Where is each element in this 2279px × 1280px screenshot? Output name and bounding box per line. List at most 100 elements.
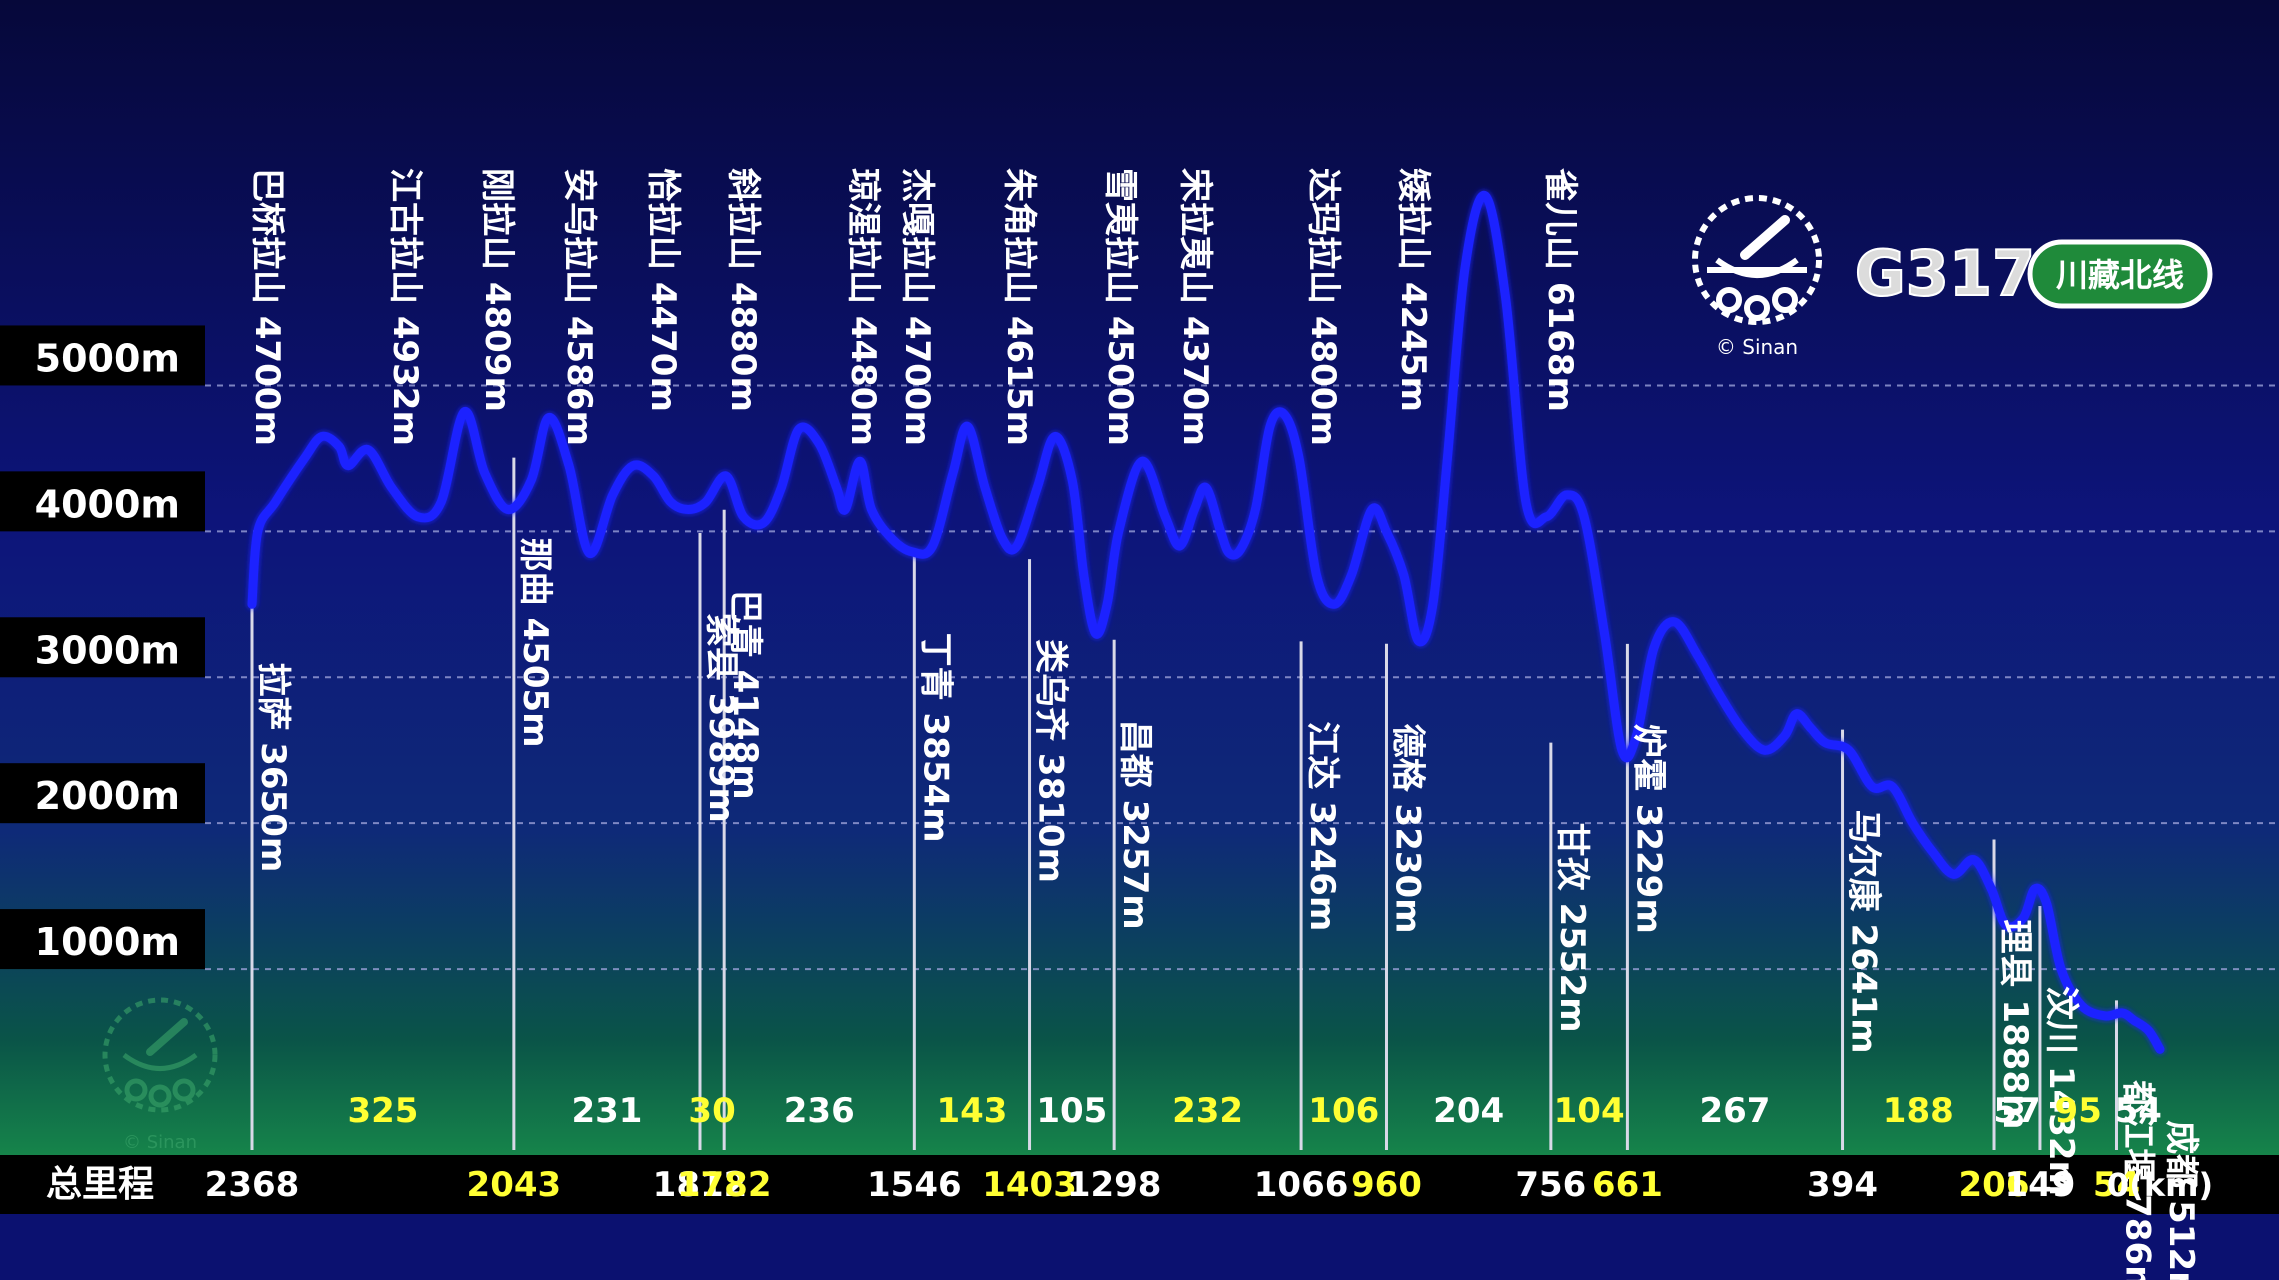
town-label-text: 江达 3246m [1302,721,1342,931]
town-label: 索县 3989m [701,613,741,823]
elevation-line [247,190,2165,1054]
km-marker-label: 394 [1807,1165,1878,1205]
town-label: 昌都 3257m [1115,720,1155,930]
total-distance-label: 总里程 [46,1164,154,1205]
pass-label: 斜拉山 4880m [723,168,763,412]
pass-label: 刚拉山 4809m [477,168,517,412]
town-label: 成都 512m [2161,1120,2201,1280]
y-tick-label: 1000m [35,920,180,964]
route-code: G317 [1855,237,2035,310]
y-tick-box [0,325,205,386]
pass-label-text: 琼湦拉山 4480m [843,168,883,446]
town-label-text: 类乌齐 3810m [1031,639,1071,883]
pass-label-text: 杰嘎拉山 4700m [897,168,937,446]
pass-label: 江古拉山 4932m [385,168,425,446]
km-marker-label: 1812 [653,1165,748,1205]
segment-distance-label: 236 [784,1091,855,1131]
town-label: 都江堰 786m [2117,1079,2157,1280]
km-marker-label: 1546 [867,1165,962,1205]
km-marker-label: 1066 [1254,1165,1349,1205]
town-label: 类乌齐 3810m [1031,639,1071,883]
pass-label-text: 朱角拉山 4615m [999,168,1039,446]
km-marker-label: 206 [1959,1165,2030,1205]
route-name: 川藏北线 [2056,256,2184,294]
pass-label: 安乌拉山 4586m [559,168,599,446]
segment-distance-label: 95 [2055,1091,2102,1131]
segment-distance-label: 267 [1699,1091,1770,1131]
bottom-band [0,1214,2279,1280]
town-label: 江达 3246m [1302,721,1342,931]
segment-distance-label: 188 [1883,1091,1954,1131]
km-marker-label: 960 [1351,1165,1422,1205]
pass-label-text: 巴桥拉山 4700m [247,168,287,446]
y-tick-box [0,617,205,678]
km-marker-label: 756 [1515,1165,1586,1205]
pass-labels: 巴桥拉山 4700m 江古拉山 4932m 刚拉山 4809m 安乌拉山 4586m 恰… [247,168,1580,446]
pass-label-text: 恰拉山 4470m [643,168,683,412]
km-unit-label: 0(km) [2107,1166,2213,1204]
town-label-text: 昌都 3257m [1115,720,1155,930]
km-marker-label: 2368 [205,1165,300,1205]
pass-label-text: 雪夷拉山 4500m [1100,168,1140,446]
town-label: 德格 3230m [1387,724,1427,934]
town-label-text: 丁青 3854m [915,633,955,843]
town-label-text: 甘孜 2552m [1552,823,1592,1033]
y-tick-label: 5000m [35,336,180,380]
km-marker-label: 149 [2004,1165,2075,1205]
segment-distance-labels: 325 231 30 236 143 105 232 106 204 104 267 188 57 95 5… [347,1091,2161,1131]
sinan-logo-icon [1692,195,1822,325]
total-distance-bar [0,1155,2279,1214]
pass-label: 雀儿山 6168m [1540,168,1580,412]
town-label: 汶川 1432m [2041,986,2081,1196]
segment-distance-label: 57 [1993,1091,2040,1131]
pass-label-text: 刚拉山 4809m [477,168,517,412]
town-label: 马尔康 2641m [1844,810,1884,1054]
segment-distance-label: 106 [1308,1091,1379,1131]
pass-label: 琼湦拉山 4480m [843,168,883,446]
town-label-text: 巴青 4148m [725,590,765,800]
town-label: 理县 1888m [1995,920,2035,1130]
town-label: 那曲 4505m [515,538,555,748]
town-label-text: 汶川 1432m [2041,986,2081,1196]
town-label-text: 那曲 4505m [515,538,555,748]
town-label: 巴青 4148m [725,590,765,800]
pass-label-text: 宋拉夷山 4370m [1175,168,1215,446]
km-marker-label: 1298 [1067,1165,1162,1205]
town-label-text: 成都 512m [2161,1120,2201,1280]
chart-background [0,0,2279,1155]
pass-label: 巴桥拉山 4700m [247,168,287,446]
y-tick-label: 2000m [35,774,180,818]
town-label: 丁青 3854m [915,633,955,843]
segment-distance-label: 105 [1036,1091,1107,1131]
segment-distance-label: 231 [571,1091,642,1131]
segment-distance-label: 104 [1554,1091,1625,1131]
y-tick-label: 3000m [35,628,180,672]
segment-distance-label: 325 [347,1091,418,1131]
town-label-text: 炉霍 3229m [1628,724,1668,934]
segment-distance-label: 204 [1433,1091,1504,1131]
segment-distance-label: 54 [2115,1091,2162,1131]
town-drop-lines [250,457,2118,1150]
y-axis-labels: 1000m 2000m 3000m 4000m 5000m [0,325,205,970]
segment-distance-label: 143 [936,1091,1007,1131]
pass-label: 宋拉夷山 4370m [1175,168,1215,446]
town-label: 炉霍 3229m [1628,724,1668,934]
pass-label-text: 安乌拉山 4586m [559,168,599,446]
faded-copyright-label: © Sinan [123,1132,197,1153]
km-marker-label: 1782 [677,1165,772,1205]
town-label-text: 德格 3230m [1387,724,1427,934]
copyright-label: © Sinan [1716,335,1798,359]
y-tick-box [0,909,205,970]
pass-label: 杰嘎拉山 4700m [897,168,937,446]
town-label: 拉萨 3650m [253,662,293,872]
elevation-line-group [247,190,2165,1054]
town-label-text: 都江堰 786m [2117,1079,2157,1280]
pass-label-text: 矮拉山 4245m [1393,168,1433,412]
segment-distance-label: 232 [1172,1091,1243,1131]
pass-label: 达玛拉山 4800m [1303,168,1343,446]
faded-logo-icon [102,997,218,1113]
km-marker-label: 54 [2093,1165,2140,1205]
